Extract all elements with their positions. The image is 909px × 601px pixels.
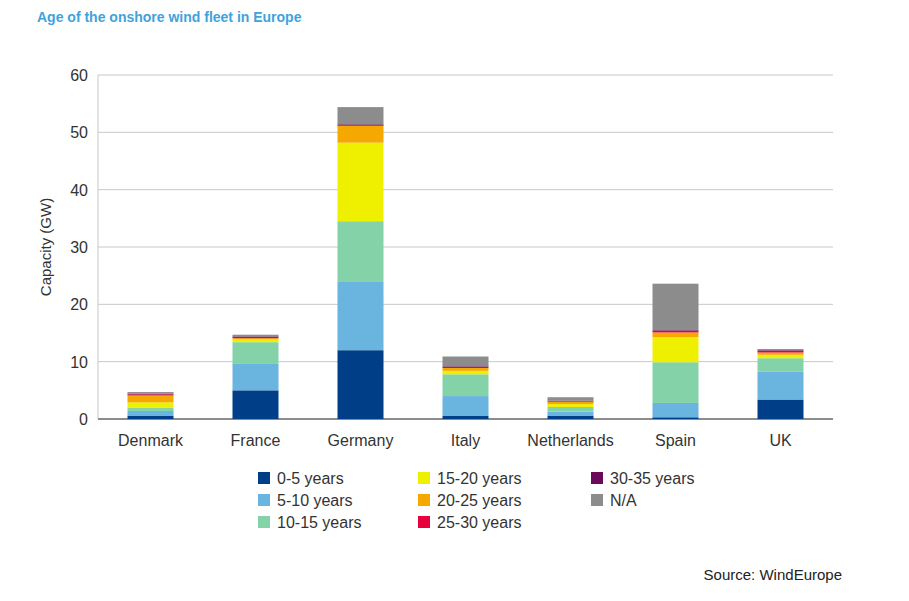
y-tick-label: 10 <box>70 354 88 371</box>
bar-segment <box>758 400 804 419</box>
bar-segment <box>443 357 489 367</box>
legend-swatch <box>418 494 430 506</box>
legend-label: 25-30 years <box>437 514 522 531</box>
source: Source: WindEurope <box>704 566 842 583</box>
y-axis-label: Capacity (GW) <box>37 198 54 296</box>
bar-segment <box>443 416 489 419</box>
x-tick-label: Denmark <box>118 432 184 449</box>
bar-segment <box>653 403 699 417</box>
legend-label: 10-15 years <box>277 514 362 531</box>
grid-line <box>98 132 833 133</box>
bar-segment <box>128 416 174 419</box>
bar-segment <box>338 107 384 124</box>
bar-segment <box>653 331 699 333</box>
bar-segment <box>758 352 804 354</box>
legend-swatch <box>258 472 270 484</box>
bar-segment <box>653 284 699 330</box>
legend-swatch <box>591 472 603 484</box>
bar-segment <box>758 349 804 350</box>
legend-label: 0-5 years <box>277 470 344 487</box>
bar-segment <box>548 416 594 419</box>
bar-segment <box>233 364 279 390</box>
x-tick-label: Netherlands <box>527 432 613 449</box>
legend-label: 5-10 years <box>277 492 353 509</box>
y-axis-line <box>98 75 99 419</box>
legend-swatch <box>418 472 430 484</box>
grid-line <box>98 247 833 248</box>
bar-segment <box>128 402 174 407</box>
bar-segment <box>128 408 174 411</box>
bar-segment <box>443 396 489 415</box>
bar-segment <box>653 337 699 362</box>
bar-segment <box>233 342 279 364</box>
bar-segment <box>338 124 384 125</box>
grid-line <box>98 75 833 76</box>
legend-label: 30-35 years <box>610 470 695 487</box>
grid-line <box>98 189 833 190</box>
bar-segment <box>653 332 699 337</box>
bar-segment <box>233 338 279 339</box>
bar-segment <box>233 390 279 419</box>
bar-segment <box>548 412 594 416</box>
x-tick-label: Italy <box>451 432 480 449</box>
bar-segment <box>548 401 594 403</box>
legend-label: 15-20 years <box>437 470 522 487</box>
bar-segment <box>443 374 489 396</box>
bar-segment <box>233 339 279 342</box>
x-tick-label: Germany <box>328 432 394 449</box>
bar-segment <box>653 362 699 403</box>
bar-segment <box>338 125 384 127</box>
bar-segment <box>233 337 279 338</box>
y-tick-label: 0 <box>79 411 88 428</box>
grid-line <box>98 304 833 305</box>
bar-segment <box>338 350 384 419</box>
bar-segment <box>128 394 174 395</box>
bar-segment <box>653 417 699 419</box>
bar-segment <box>548 397 594 400</box>
y-tick-label: 50 <box>70 124 88 141</box>
bar-segment <box>758 358 804 371</box>
bar-segment <box>443 371 489 374</box>
bar-segment <box>128 411 174 416</box>
bar-segment <box>128 395 174 402</box>
y-tick-label: 20 <box>70 296 88 313</box>
bar-segment <box>443 367 489 368</box>
bar-segment <box>338 282 384 350</box>
bar-segment <box>548 404 594 407</box>
bar-segment <box>548 407 594 412</box>
bar-segment <box>338 126 384 143</box>
x-tick-label: UK <box>769 432 792 449</box>
legend-label: N/A <box>610 492 637 509</box>
legend-label: 20-25 years <box>437 492 522 509</box>
bar-segment <box>338 221 384 282</box>
bar-segment <box>233 335 279 337</box>
x-tick-label: France <box>231 432 281 449</box>
legend-swatch <box>418 516 430 528</box>
bar-segment <box>128 392 174 394</box>
legend-swatch <box>591 494 603 506</box>
bar-segment <box>758 355 804 358</box>
bar-segment <box>548 402 594 404</box>
legend-swatch <box>258 516 270 528</box>
bar-segment <box>758 371 804 399</box>
x-tick-label: Spain <box>655 432 696 449</box>
y-tick-label: 60 <box>70 67 88 84</box>
bar-segment <box>338 143 384 222</box>
legend: 0-5 years 5-10 years 10-15 years 15-20 year… <box>258 470 695 531</box>
y-tick-label: 40 <box>70 182 88 199</box>
bar-segment <box>758 350 804 352</box>
chart: Age of the onshore wind fleet in Europe C… <box>0 0 909 601</box>
y-tick-label: 30 <box>70 239 88 256</box>
bars <box>128 107 804 419</box>
bar-segment <box>443 368 489 371</box>
bar-segment <box>758 351 804 353</box>
legend-swatch <box>258 494 270 506</box>
title: Age of the onshore wind fleet in Europe <box>37 9 302 25</box>
